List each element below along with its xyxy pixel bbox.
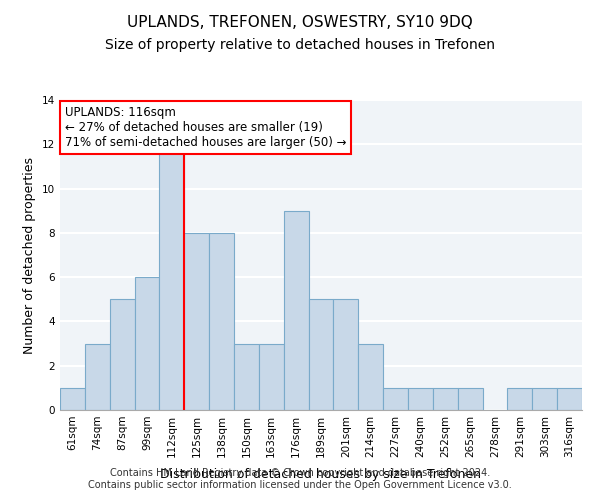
Bar bbox=[134, 277, 160, 410]
Bar bbox=[209, 233, 234, 410]
Bar bbox=[110, 300, 134, 410]
X-axis label: Distribution of detached houses by size in Trefonen: Distribution of detached houses by size … bbox=[161, 468, 482, 481]
Bar bbox=[85, 344, 110, 410]
Bar bbox=[557, 388, 582, 410]
Bar bbox=[433, 388, 458, 410]
Bar bbox=[60, 388, 85, 410]
Bar bbox=[458, 388, 482, 410]
Bar bbox=[383, 388, 408, 410]
Text: UPLANDS: 116sqm
← 27% of detached houses are smaller (19)
71% of semi-detached h: UPLANDS: 116sqm ← 27% of detached houses… bbox=[65, 106, 347, 149]
Bar bbox=[334, 300, 358, 410]
Bar bbox=[184, 233, 209, 410]
Bar bbox=[234, 344, 259, 410]
Bar bbox=[532, 388, 557, 410]
Text: Contains HM Land Registry data © Crown copyright and database right 2024.
Contai: Contains HM Land Registry data © Crown c… bbox=[88, 468, 512, 490]
Bar bbox=[259, 344, 284, 410]
Bar bbox=[408, 388, 433, 410]
Bar bbox=[358, 344, 383, 410]
Bar bbox=[160, 144, 184, 410]
Bar bbox=[508, 388, 532, 410]
Bar bbox=[308, 300, 334, 410]
Text: Size of property relative to detached houses in Trefonen: Size of property relative to detached ho… bbox=[105, 38, 495, 52]
Bar bbox=[284, 210, 308, 410]
Y-axis label: Number of detached properties: Number of detached properties bbox=[23, 156, 37, 354]
Text: UPLANDS, TREFONEN, OSWESTRY, SY10 9DQ: UPLANDS, TREFONEN, OSWESTRY, SY10 9DQ bbox=[127, 15, 473, 30]
